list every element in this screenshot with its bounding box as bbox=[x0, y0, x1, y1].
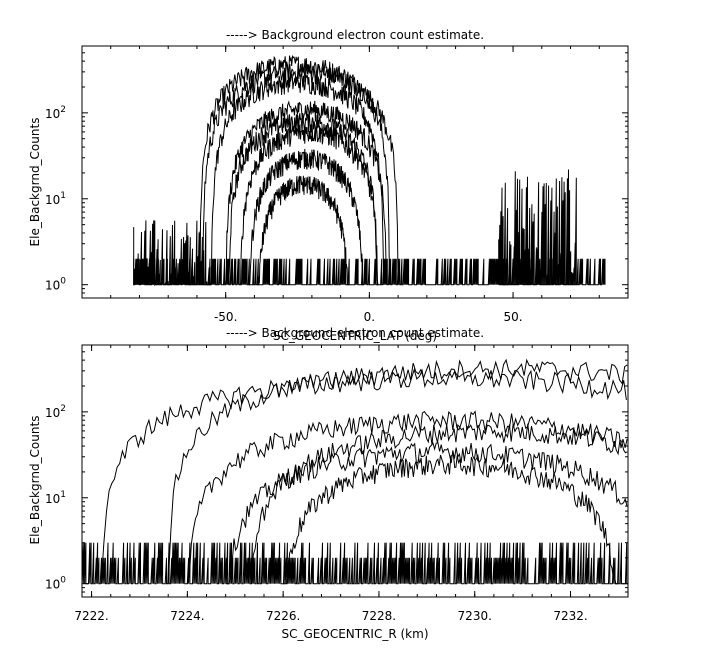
top-plot-series-5 bbox=[239, 123, 378, 286]
bottom-plot-y-tick-label: 100 bbox=[45, 576, 66, 592]
bottom-plot-panel: -----> Background electron count estimat… bbox=[28, 326, 629, 641]
top-plot-y-tick-label: 100 bbox=[45, 277, 66, 293]
bottom-plot-series-2 bbox=[186, 410, 628, 584]
top-plot-panel: -----> Background electron count estimat… bbox=[28, 28, 629, 343]
top-plot-spike-cluster-0 bbox=[133, 220, 212, 287]
top-plot-series-7 bbox=[257, 175, 350, 286]
top-plot-series-0 bbox=[199, 54, 390, 285]
bottom-plot-x-tick-label: 7222. bbox=[74, 609, 108, 623]
top-plot-series-2 bbox=[210, 72, 385, 285]
top-plot-x-tick-label: 0. bbox=[364, 310, 375, 324]
top-plot-y-tick-label: 101 bbox=[45, 191, 66, 207]
bottom-plot-noise-floor bbox=[81, 542, 628, 585]
top-plot-x-axis-label: SC_GEOCENTRIC_LAT (deg) bbox=[273, 329, 437, 343]
top-plot-x-tick-label: -50. bbox=[214, 310, 237, 324]
top-plot-y-axis-label: Ele_Backgrnd_Counts bbox=[28, 118, 42, 247]
bottom-plot-series-4 bbox=[225, 441, 628, 585]
bottom-plot-x-ticks: 7222. 7224. 7226. 7228. 7230. 7232. bbox=[74, 345, 629, 623]
bottom-plot-x-tick-label: 7228. bbox=[362, 609, 396, 623]
bottom-plot-y-tick-label: 102 bbox=[45, 404, 66, 420]
bottom-plot-x-axis-label: SC_GEOCENTRIC_R (km) bbox=[282, 627, 429, 641]
top-plot-x-tick-label: 50. bbox=[504, 310, 523, 324]
bottom-plot-x-tick-label: 7226. bbox=[266, 609, 300, 623]
bottom-plot-y-axis-label: Ele_Backgrnd_Counts bbox=[28, 416, 42, 545]
bottom-plot-x-tick-label: 7230. bbox=[458, 609, 492, 623]
bottom-plot-title: -----> Background electron count estimat… bbox=[226, 326, 484, 340]
bottom-plot-series-3 bbox=[249, 423, 628, 585]
top-plot-series-3 bbox=[225, 100, 388, 285]
top-plot-spike-cluster-1 bbox=[498, 169, 577, 286]
bottom-plot-x-tick-label: 7232. bbox=[553, 609, 587, 623]
top-plot-traces bbox=[133, 54, 606, 287]
bottom-plot-series-5 bbox=[283, 453, 619, 585]
bottom-plot-x-tick-label: 7224. bbox=[170, 609, 204, 623]
top-plot-y-tick-label: 102 bbox=[45, 105, 66, 121]
top-plot-frame bbox=[81, 45, 629, 299]
bottom-plot-traces bbox=[81, 358, 628, 585]
top-plot-title: -----> Background electron count estimat… bbox=[226, 28, 484, 42]
top-plot-series-6 bbox=[248, 148, 364, 286]
top-plot-y-ticks: 100 101 102 bbox=[45, 45, 628, 299]
bottom-plot-y-tick-label: 101 bbox=[45, 490, 66, 506]
top-plot-series-4 bbox=[228, 112, 379, 285]
top-plot-x-ticks: -50. 0. 50. bbox=[81, 46, 629, 324]
top-plot-series-1 bbox=[202, 63, 399, 285]
bottom-plot-series-1 bbox=[100, 367, 627, 584]
bottom-plot-frame bbox=[81, 344, 629, 598]
